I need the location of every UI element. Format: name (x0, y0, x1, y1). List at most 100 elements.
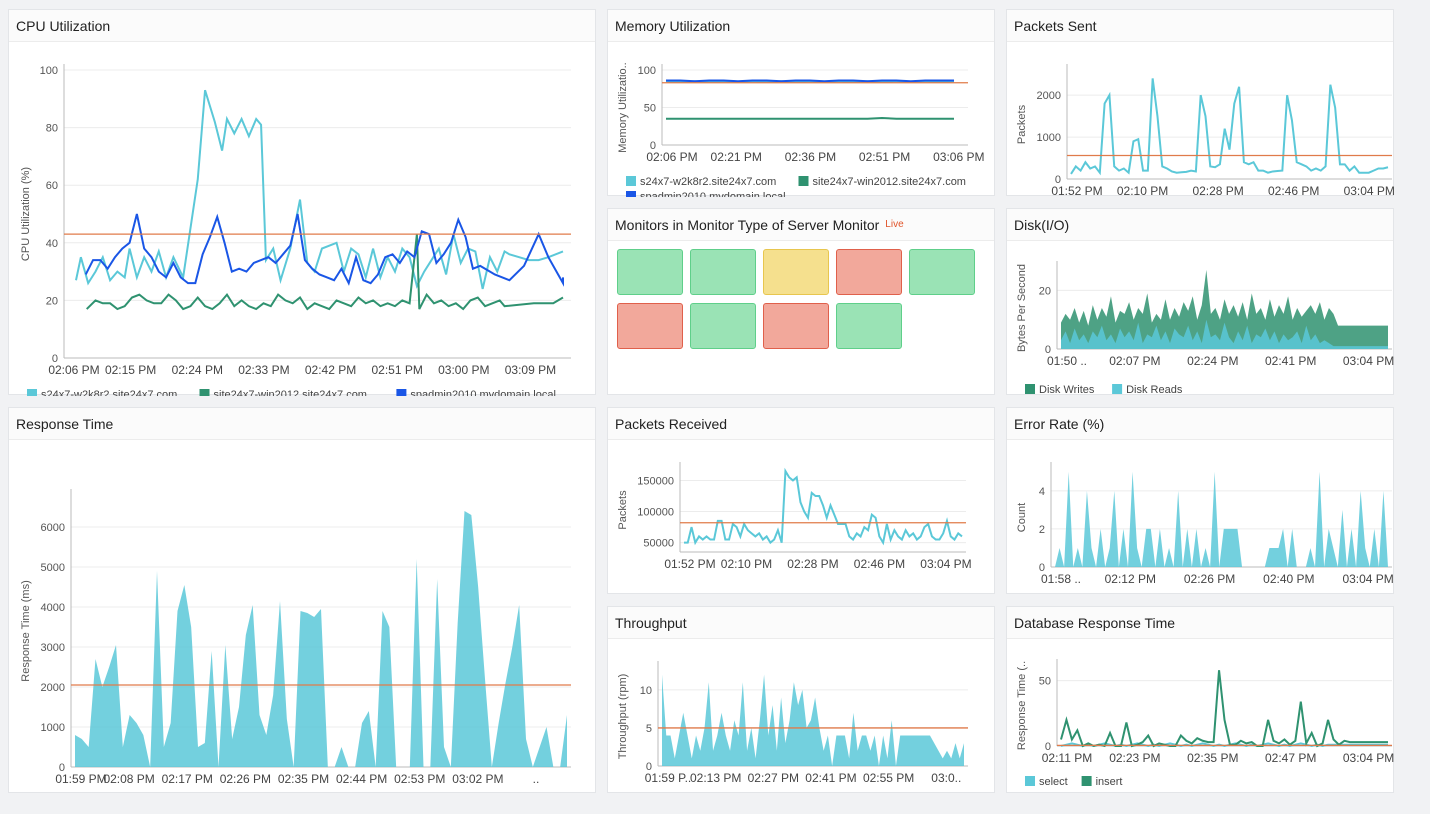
cpu-utilization-chart[interactable]: 0 20 40 60 80 100 CPU Utilization (%) 02:06 PM 0… (9, 42, 597, 396)
legend-label: site24x7-win2012.site24x7.com (214, 389, 367, 396)
error-rate-title: Error Rate (%) (1007, 408, 1393, 440)
y-tick-label: 0 (59, 762, 65, 774)
x-tick-label: 02:46 PM (1268, 184, 1319, 197)
x-tick-label: 03:00 PM (438, 363, 489, 377)
x-tick-label: 01:52 PM (1051, 184, 1102, 197)
area-series-values (75, 511, 567, 767)
y-axis-label: Packets (1016, 104, 1028, 144)
legend-label: select (1039, 776, 1068, 788)
x-tick-label: 02:51 PM (859, 150, 910, 164)
disk-io-chart[interactable]: 0 20 Bytes Per Second 01:50 .. 02:07 PM 02:24… (1007, 241, 1395, 396)
legend-swatch (798, 176, 809, 186)
y-axis-label: Throughput (rpm) (617, 674, 629, 760)
line-series-values (1070, 78, 1389, 176)
monitor-tile-up[interactable] (836, 303, 902, 349)
y-tick-label: 2000 (41, 682, 65, 694)
x-tick-label: 02:13 PM (690, 771, 741, 785)
packets-sent-title: Packets Sent (1007, 10, 1393, 42)
legend-label: spadmin2010.mydomain.local (640, 191, 786, 197)
x-tick-label: 02:21 PM (711, 150, 762, 164)
y-tick-label: 10 (640, 685, 652, 697)
packets-sent-chart[interactable]: 0 1000 2000 Packets 01:52 PM 02:10 PM 02:28 PM… (1007, 42, 1395, 197)
x-tick-label: 03:04 PM (920, 557, 971, 571)
x-tick-label: 02:47 PM (1265, 751, 1316, 765)
x-tick-label: 02:40 PM (1263, 572, 1314, 586)
y-tick-label: 0 (650, 140, 656, 152)
y-tick-label: 50000 (643, 538, 674, 550)
line-series-site24x7-win2012-site24x7-com (666, 116, 954, 120)
y-tick-label: 0 (1045, 344, 1051, 356)
y-axis-label: Memory Utilizatio.. (617, 62, 629, 152)
legend-label: spadmin2010.mydomain.local (410, 389, 556, 396)
monitors-title-text: Monitors in Monitor Type of Server Monit… (615, 216, 880, 233)
legend-label: site24x7-win2012.site24x7.com (813, 176, 966, 188)
area-series-values (1055, 471, 1388, 567)
x-tick-label: 02:11 PM (1042, 751, 1092, 765)
y-tick-label: 0 (52, 353, 58, 365)
x-tick-label: 02:10 PM (1117, 184, 1168, 197)
monitor-tile-up[interactable] (690, 249, 756, 295)
y-tick-label: 0 (1055, 174, 1061, 186)
monitor-tile-down[interactable] (617, 303, 683, 349)
legend-label: Disk Reads (1126, 384, 1183, 396)
monitor-tile-trouble[interactable] (763, 249, 829, 295)
legend-swatch (626, 176, 636, 186)
live-badge: Live (885, 219, 904, 230)
x-tick-label: 02:27 PM (748, 771, 799, 785)
x-tick-label: 03:09 PM (505, 363, 556, 377)
x-tick-label: 02:06 PM (48, 363, 99, 377)
db-response-title: Database Response Time (1007, 607, 1393, 639)
x-tick-label: .. (533, 772, 540, 786)
x-tick-label: 02:33 PM (238, 363, 289, 377)
legend-swatch (199, 389, 210, 396)
legend-swatch (27, 389, 37, 396)
throughput-title: Throughput (608, 607, 994, 639)
y-tick-label: 150000 (637, 475, 674, 487)
x-tick-label: 02:15 PM (105, 363, 156, 377)
packets-received-panel: Packets Received 50000 100000 150000 Packet… (607, 407, 995, 594)
y-tick-label: 6000 (41, 522, 65, 534)
legend-swatch (1081, 776, 1092, 786)
line-series-site24x7-win2012-site24x7-com (86, 234, 564, 311)
line-series-insert (1060, 670, 1388, 748)
packets-received-title: Packets Received (608, 408, 994, 440)
legend-swatch (1025, 384, 1035, 394)
y-tick-label: 50 (1039, 676, 1051, 688)
legend-label: insert (1096, 776, 1123, 788)
line-series-spadmin2010-mydomain-local (666, 79, 954, 83)
monitor-tile-up[interactable] (909, 249, 975, 295)
packets-sent-panel: Packets Sent 0 1000 2000 Packets 01:52 PM 02:… (1006, 9, 1395, 197)
x-tick-label: 01:58 .. (1041, 572, 1081, 586)
db-response-chart[interactable]: 0 50 Response Time (.. 02:11 PM 02:23 PM 02:3… (1007, 639, 1395, 794)
x-tick-label: 02:23 PM (1109, 751, 1160, 765)
response-time-chart[interactable]: 0 1000 2000 3000 4000 5000 6000 Response Time (… (9, 440, 597, 794)
throughput-chart[interactable]: 0 5 10 Throughput (rpm) 01:59 P..02:13 PM 02:… (608, 639, 996, 794)
y-axis-label: CPU Utilization (%) (20, 167, 32, 261)
monitor-tile-up[interactable] (690, 303, 756, 349)
y-tick-label: 5 (646, 723, 652, 735)
y-tick-label: 20 (1039, 285, 1051, 297)
x-tick-label: 02:28 PM (1192, 184, 1243, 197)
packets-received-chart[interactable]: 50000 100000 150000 Packets 01:52 PM 02:10 PM… (608, 440, 996, 595)
x-tick-label: 02:53 PM (394, 772, 445, 786)
disk-io-title: Disk(I/O) (1007, 209, 1393, 241)
error-rate-chart[interactable]: 0 2 4 Count 01:58 .. 02:12 PM 02:26 PM 02:40 PM… (1007, 440, 1395, 595)
y-tick-label: 50 (644, 103, 656, 115)
x-tick-label: 03:06 PM (933, 150, 984, 164)
monitor-tile-down[interactable] (836, 249, 902, 295)
legend-label: s24x7-w2k8r2.site24x7.com (640, 176, 776, 188)
x-tick-label: 01:59 PM (55, 772, 106, 786)
y-tick-label: 5000 (41, 562, 65, 574)
x-tick-label: 02:26 PM (220, 772, 271, 786)
y-tick-label: 4 (1039, 486, 1045, 498)
response-time-title: Response Time (9, 408, 595, 440)
line-series-s24x7-w2k8r2-site24x7-com (75, 89, 564, 290)
x-tick-label: 02:26 PM (1184, 572, 1235, 586)
x-tick-label: 02:07 PM (1109, 354, 1160, 368)
legend-swatch (396, 389, 407, 396)
legend-swatch (1025, 776, 1035, 786)
monitor-tile-down[interactable] (763, 303, 829, 349)
memory-utilization-chart[interactable]: 0 50 100 Memory Utilizatio.. 02:06 PM 02:21 P… (608, 42, 996, 197)
x-tick-label: 02:17 PM (162, 772, 213, 786)
monitor-tile-up[interactable] (617, 249, 683, 295)
